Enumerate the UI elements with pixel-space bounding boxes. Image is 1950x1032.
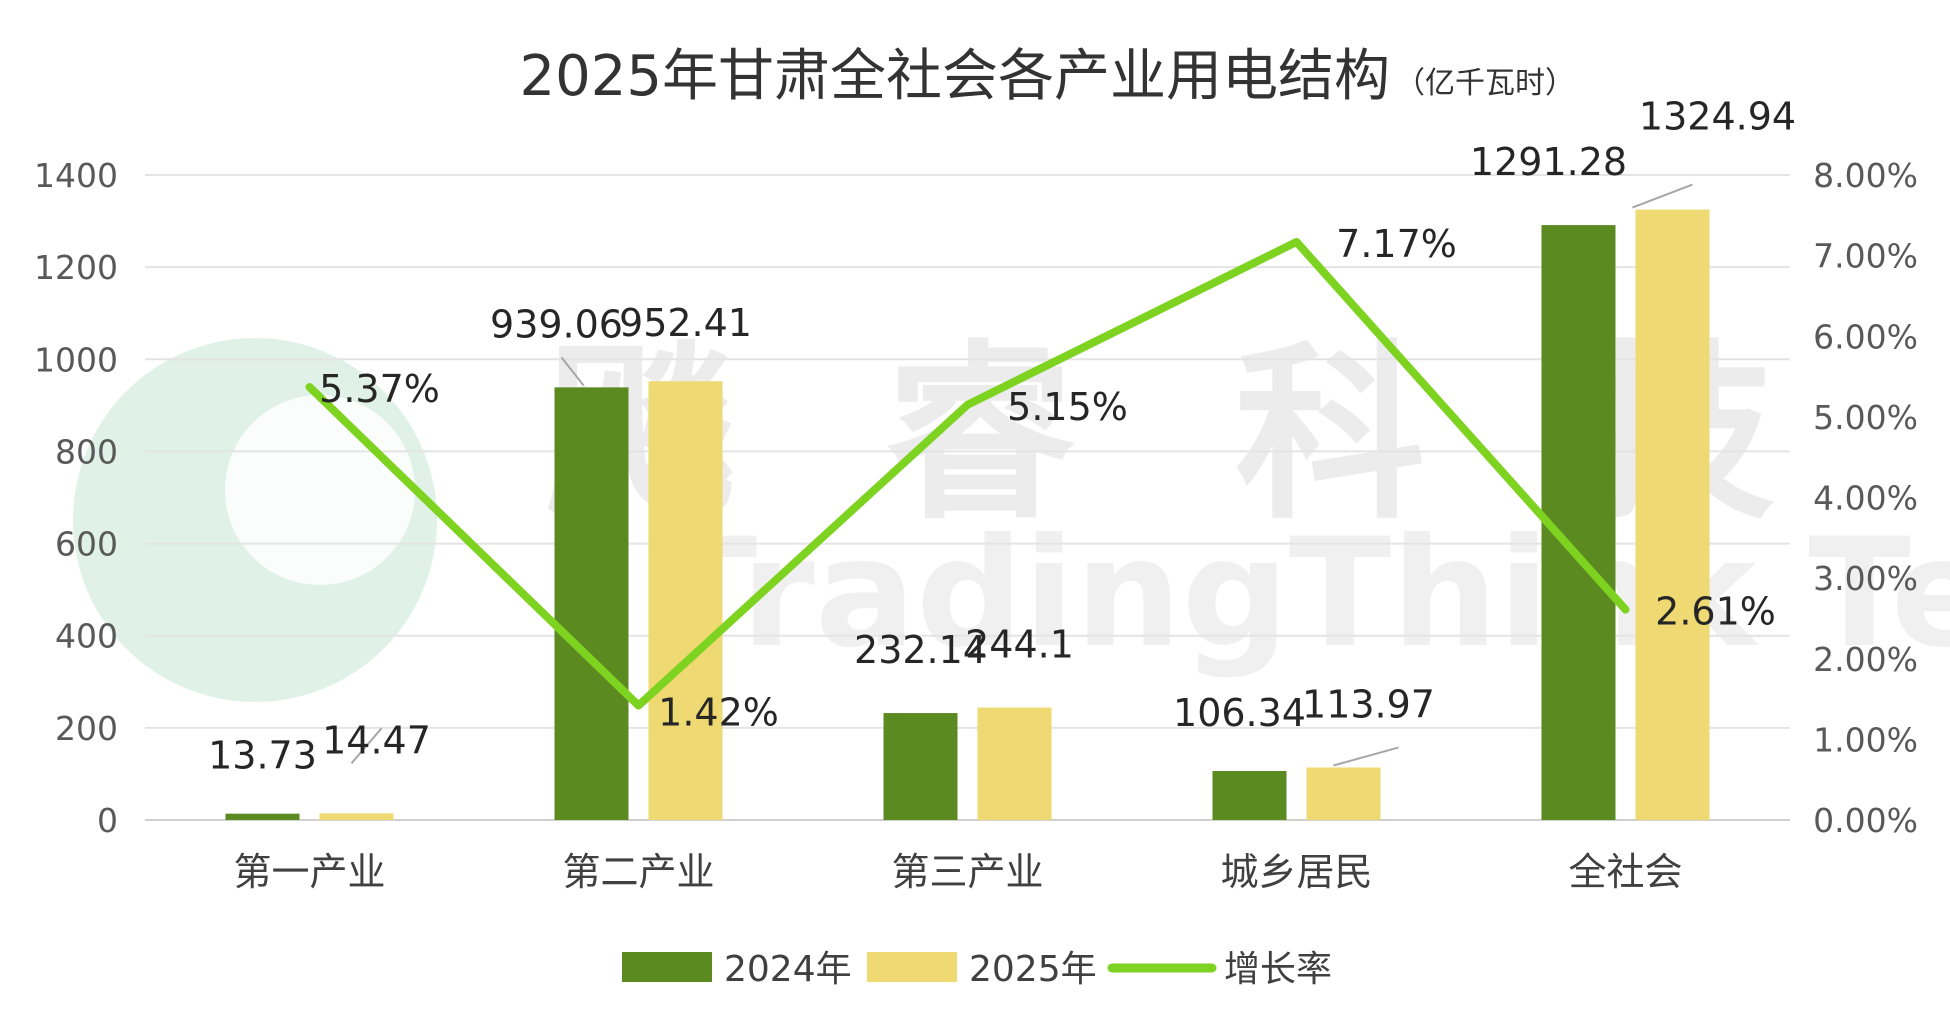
left-tick-label: 600	[55, 525, 118, 564]
category-label: 第二产业	[562, 850, 714, 894]
legend-label: 2024年	[724, 949, 852, 990]
data-label: 14.47	[322, 718, 431, 762]
growth-label: 5.37%	[319, 367, 440, 411]
legend-label: 2025年	[969, 949, 1097, 990]
watermark-char: 科	[1235, 324, 1425, 545]
right-tick-label: 3.00%	[1813, 559, 1918, 598]
chart-title-main: 2025年甘肃全社会各产业用电结构	[519, 44, 1390, 109]
growth-label: 7.17%	[1336, 222, 1457, 266]
bar-2024年	[554, 387, 629, 820]
gridlines	[145, 174, 1790, 821]
legend-label: 增长率	[1224, 949, 1332, 990]
label-leaders	[350, 183, 1693, 767]
data-label: 13.73	[208, 734, 317, 778]
right-tick-label: 1.00%	[1813, 720, 1918, 759]
category-label: 城乡居民	[1220, 850, 1372, 894]
growth-line	[305, 237, 1630, 710]
category-axis: 第一产业 第二产业 第三产业 城乡居民 全社会	[233, 850, 1682, 894]
label-leader	[560, 356, 585, 386]
watermark-char: 睿	[885, 324, 1076, 545]
category-label: 第三产业	[891, 850, 1043, 894]
bar-2024年	[883, 713, 958, 820]
data-label: 939.06	[490, 302, 623, 346]
left-tick-label: 1200	[34, 248, 118, 287]
left-tick-label: 400	[55, 617, 118, 656]
label-leader	[1333, 746, 1399, 767]
watermark-logo-inner	[225, 395, 415, 585]
right-tick-label: 8.00%	[1813, 156, 1918, 195]
growth-label: 1.42%	[658, 691, 779, 735]
category-label: 第一产业	[233, 850, 385, 894]
data-labels: 13.73 939.06 232.14 106.34 1291.28 14.47 952.4…	[208, 95, 1796, 778]
bar-2025年	[1306, 767, 1381, 820]
bar-2025年	[977, 707, 1052, 820]
legend-swatch	[622, 952, 712, 982]
data-label: 952.41	[619, 301, 752, 345]
data-label: 1324.94	[1639, 95, 1796, 139]
right-tick-label: 4.00%	[1813, 479, 1918, 518]
right-tick-label: 7.00%	[1813, 237, 1918, 276]
data-label: 1291.28	[1470, 140, 1627, 184]
category-label: 全社会	[1568, 850, 1682, 894]
left-tick-label: 1000	[34, 340, 118, 379]
right-axis: 0.00% 1.00% 2.00% 3.00% 4.00% 5.00% 6.00% 7.00%…	[1813, 156, 1918, 840]
left-tick-label: 200	[55, 709, 118, 748]
right-tick-label: 5.00%	[1813, 398, 1918, 437]
bar-2025年	[319, 813, 394, 820]
bar-2024年	[1212, 771, 1287, 820]
bar-series	[225, 209, 1710, 821]
right-tick-label: 0.00%	[1813, 801, 1918, 840]
watermark: TradingThink Technology 飚睿科技	[73, 324, 1950, 702]
right-tick-label: 2.00%	[1813, 640, 1918, 679]
left-tick-label: 800	[55, 432, 118, 471]
growth-line-series	[305, 237, 1630, 710]
bar-2024年	[1541, 225, 1616, 820]
legend-swatch	[867, 952, 957, 982]
left-tick-label: 1400	[34, 156, 118, 195]
right-tick-label: 6.00%	[1813, 317, 1918, 356]
growth-label: 5.15%	[1007, 385, 1128, 429]
data-label: 232.14	[854, 628, 987, 672]
left-axis: 0 200 400 600 800 1000 1200 1400	[34, 156, 118, 840]
label-leader	[350, 727, 383, 764]
bar-2024年	[225, 813, 300, 820]
bar-2025年	[648, 381, 723, 820]
legend: 2024年 2025年 增长率	[622, 949, 1332, 990]
data-label: 106.34	[1173, 691, 1306, 735]
chart-subtitle: （亿千瓦时）	[1395, 66, 1575, 101]
bar-2025年	[1635, 209, 1710, 821]
data-label: 244.1	[965, 623, 1074, 667]
label-leader	[1632, 183, 1693, 209]
watermark-en: TradingThink Technology	[655, 507, 1950, 681]
chart-title: 2025年甘肃全社会各产业用电结构	[519, 44, 1390, 109]
data-label: 113.97	[1302, 682, 1435, 726]
growth-label: 2.61%	[1655, 590, 1776, 634]
left-tick-label: 0	[97, 801, 118, 840]
